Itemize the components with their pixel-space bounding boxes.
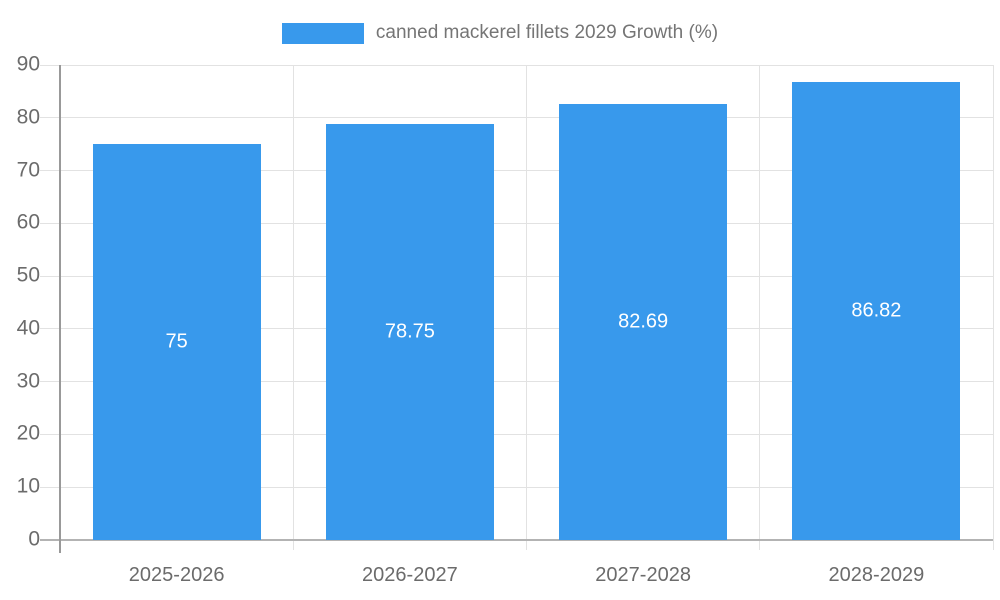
legend-swatch-icon [281,22,364,44]
y-axis-label: 10 [16,474,40,498]
legend-label: canned mackerel fillets 2029 Growth (%) [375,22,719,43]
bar[interactable] [92,144,261,540]
y-axis-line [59,65,61,553]
y-axis-tick [40,275,60,277]
x-axis-label: 2026-2027 [362,564,458,586]
x-gridline [992,65,994,550]
y-axis-label: 90 [16,52,40,76]
bar[interactable] [559,103,728,540]
y-axis-tick [40,117,60,119]
y-axis-tick [40,170,60,172]
y-axis-label: 30 [16,369,40,393]
y-axis-label: 60 [16,210,40,234]
chart-legend[interactable]: canned mackerel fillets 2029 Growth (%) [0,22,1000,44]
bar-value-label: 75 [165,330,188,353]
y-axis-tick [40,328,60,330]
bar-value-label: 86.82 [851,299,902,322]
x-gridline [292,65,294,550]
y-axis-tick [40,486,60,488]
bar-value-label: 82.69 [618,310,669,333]
y-axis-tick [40,381,60,383]
y-axis-label: 80 [16,105,40,129]
x-axis-baseline [40,539,993,541]
x-axis-label: 2027-2028 [595,564,691,586]
y-axis-label: 0 [28,527,40,551]
y-axis-tick [40,433,60,435]
bar[interactable] [325,124,494,540]
y-axis-tick [40,222,60,224]
bar-value-label: 78.75 [384,320,435,343]
x-gridline [759,65,761,550]
y-axis-label: 20 [16,421,40,445]
bar[interactable] [792,81,961,540]
y-axis-label: 50 [16,263,40,287]
y-axis-label: 40 [16,316,40,340]
x-axis-label: 2025-2026 [128,564,225,586]
y-axis-tick [40,64,60,66]
x-gridline [526,65,527,550]
y-axis-label: 70 [16,158,40,182]
x-axis-label: 2028-2029 [828,564,925,586]
